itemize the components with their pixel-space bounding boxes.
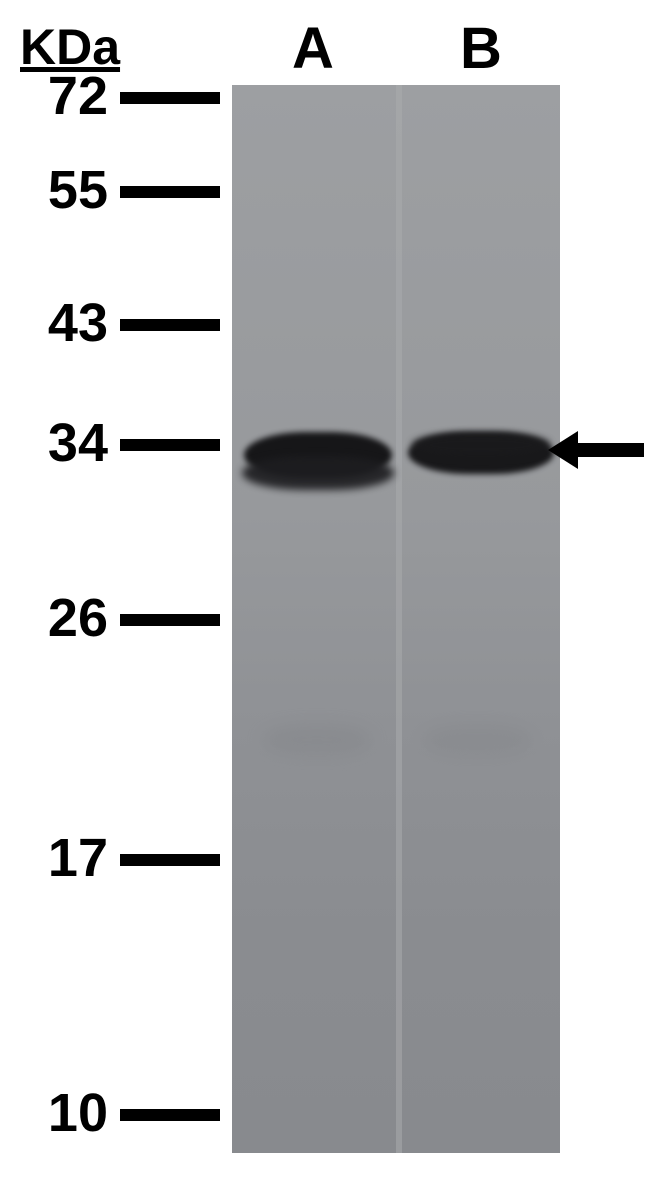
western-blot-figure: KDaAB72554334261710 [0,0,650,1181]
arrow-shaft [578,443,644,457]
arrow-head-icon [548,431,578,469]
target-band-arrow [0,0,650,1181]
